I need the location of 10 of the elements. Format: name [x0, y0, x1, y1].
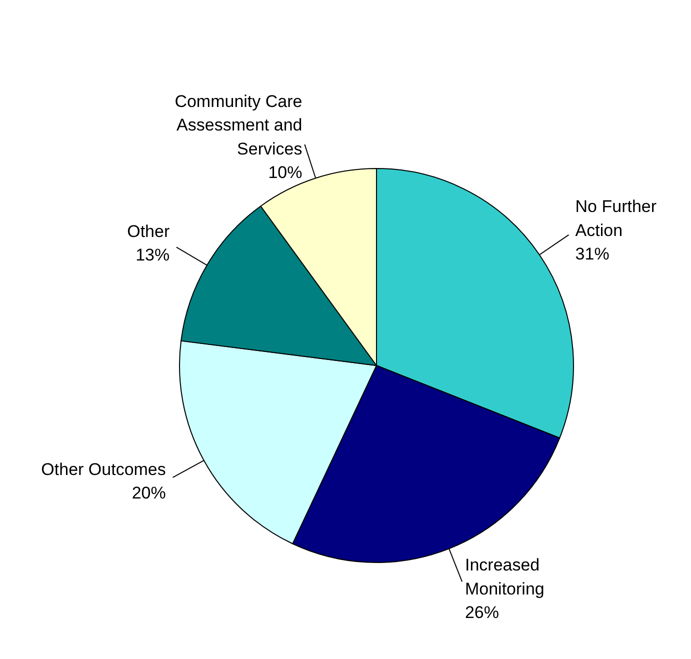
- data-label: 10%: [268, 163, 302, 182]
- slice-label: No Further Action: [575, 197, 657, 240]
- data-label: 13%: [136, 246, 170, 265]
- slice-label: Increased Monitoring: [464, 556, 544, 598]
- slice-label: Other Outcomes: [41, 460, 166, 479]
- data-label: 26%: [464, 603, 500, 622]
- data-label: 31%: [575, 244, 610, 264]
- slice-label: Community Care Assessment and Services: [174, 92, 302, 158]
- data-label: 20%: [132, 484, 166, 503]
- slice-label: Other: [127, 222, 170, 241]
